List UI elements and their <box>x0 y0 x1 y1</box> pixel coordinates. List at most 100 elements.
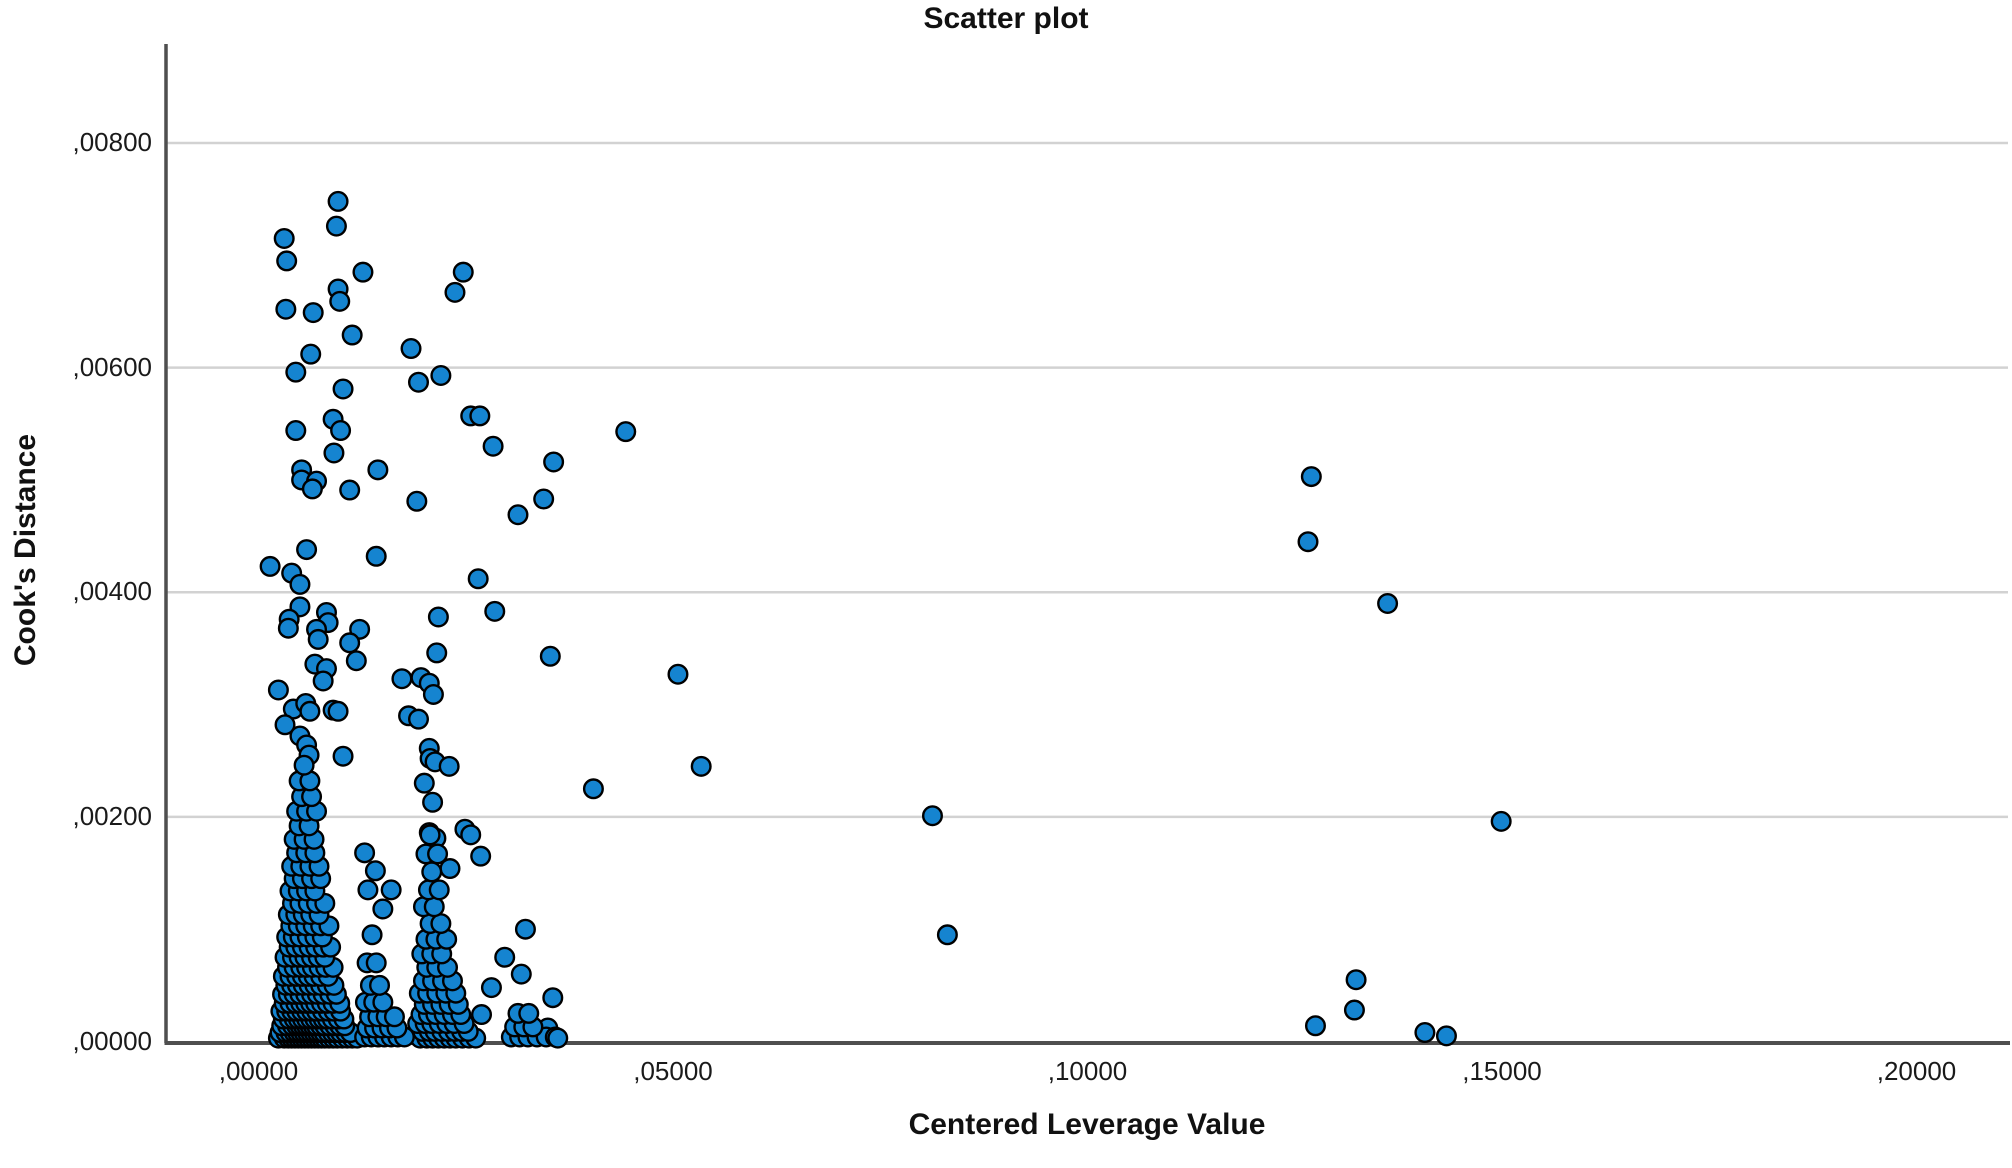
data-point <box>484 600 506 622</box>
data-point <box>480 977 502 999</box>
data-point <box>1300 466 1322 488</box>
data-point <box>327 700 349 722</box>
data-point <box>267 679 289 701</box>
data-point <box>542 987 564 1009</box>
x-tick-label: ,10000 <box>1047 1056 1128 1086</box>
data-point <box>936 924 958 946</box>
data-point <box>469 405 491 427</box>
data-point <box>273 227 295 249</box>
data-point <box>667 663 689 685</box>
data-point <box>690 755 712 777</box>
data-point <box>407 708 429 730</box>
data-point <box>428 879 450 901</box>
data-point <box>482 435 504 457</box>
data-point <box>339 632 361 654</box>
y-tick-label: ,00000 <box>72 1025 152 1056</box>
data-point <box>413 772 435 794</box>
data-point <box>1377 592 1399 614</box>
gridlines <box>166 141 2008 819</box>
data-point <box>300 343 322 365</box>
data-point <box>391 668 413 690</box>
data-point <box>406 490 428 512</box>
data-point <box>427 606 449 628</box>
data-point <box>470 845 492 867</box>
data-point <box>289 573 311 595</box>
data-point <box>514 918 536 940</box>
data-point <box>277 617 299 639</box>
data-point <box>467 568 489 590</box>
data-point <box>452 261 474 283</box>
data-point <box>354 842 376 864</box>
data-point <box>1435 1025 1457 1047</box>
data-point <box>1343 999 1365 1021</box>
data-point <box>325 215 347 237</box>
chart-title: Scatter plot <box>923 2 1089 35</box>
data-point <box>365 952 387 974</box>
data-point <box>285 420 307 442</box>
data-point <box>383 1006 405 1028</box>
data-point <box>352 261 374 283</box>
data-point <box>369 974 391 996</box>
data-point <box>259 555 281 577</box>
data-point <box>296 539 318 561</box>
data-point <box>1345 969 1367 991</box>
data-point <box>547 1027 569 1049</box>
data-point <box>367 459 389 481</box>
data-point <box>543 451 565 473</box>
data-point <box>444 281 466 303</box>
data-point <box>518 1002 540 1024</box>
data-point <box>407 371 429 393</box>
data-point <box>276 250 298 272</box>
data-point <box>921 805 943 827</box>
data-point <box>339 479 361 501</box>
data-point <box>312 670 334 692</box>
data-point <box>332 378 354 400</box>
data-point <box>361 924 383 946</box>
data-point <box>421 861 443 883</box>
data-point <box>364 860 386 882</box>
data-point <box>299 700 321 722</box>
data-point <box>275 298 297 320</box>
data-point <box>438 755 460 777</box>
data-point <box>293 754 315 776</box>
y-tick-label: ,00800 <box>72 127 152 157</box>
data-point <box>430 364 452 386</box>
data-point <box>307 628 329 650</box>
data-point <box>1414 1022 1436 1044</box>
data-point <box>471 1004 493 1026</box>
data-point <box>507 504 529 526</box>
data-point <box>301 478 323 500</box>
data-point <box>357 879 379 901</box>
data-point <box>302 302 324 324</box>
data-point <box>329 290 351 312</box>
x-tick-label: ,00000 <box>218 1056 299 1086</box>
data-point <box>372 991 394 1013</box>
y-tick-label: ,00400 <box>72 576 152 607</box>
data-point <box>341 324 363 346</box>
data-point <box>285 361 307 383</box>
data-point <box>1304 1015 1326 1037</box>
data-point <box>615 421 637 443</box>
data-point <box>1490 810 1512 832</box>
data-point <box>345 650 367 672</box>
data-point <box>332 745 354 767</box>
data-point <box>422 683 444 705</box>
x-axis-title: Centered Leverage Value <box>908 1108 1266 1141</box>
data-point <box>274 714 296 736</box>
data-point <box>1297 531 1319 553</box>
data-point <box>400 338 422 360</box>
data-point <box>539 645 561 667</box>
data-point <box>419 824 441 846</box>
data-point <box>426 642 448 664</box>
x-tick-label: ,15000 <box>1462 1056 1542 1086</box>
data-point <box>330 420 352 442</box>
data-point <box>427 843 449 865</box>
data-point <box>327 190 349 212</box>
data-point <box>422 791 444 813</box>
x-tick-label: ,20000 <box>1876 1056 1957 1086</box>
data-point <box>365 545 387 567</box>
data-point <box>582 778 604 800</box>
data-point <box>380 879 402 901</box>
data-point <box>533 488 555 510</box>
